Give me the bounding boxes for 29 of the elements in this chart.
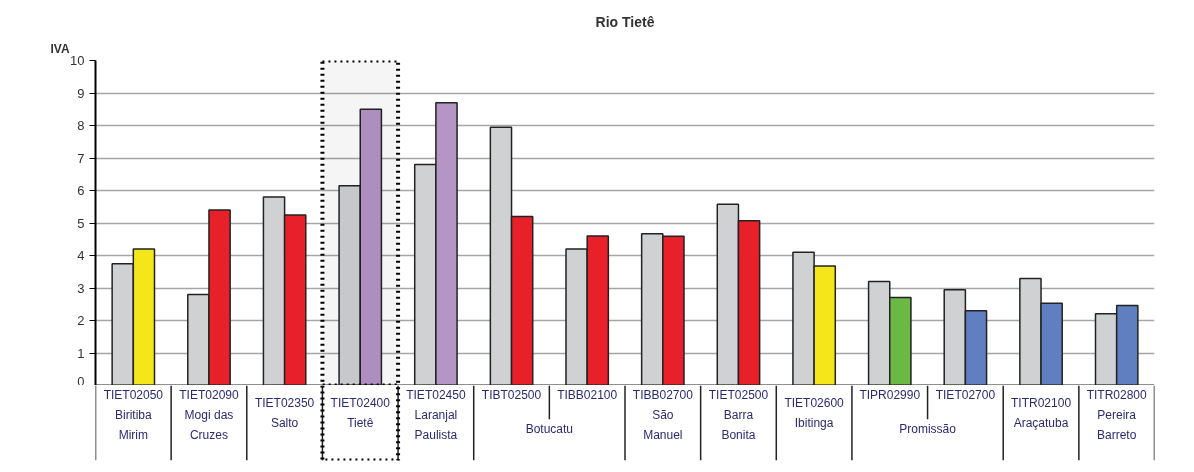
y-tick-label: 1 — [77, 345, 85, 361]
y-tick-label: 6 — [77, 183, 85, 198]
x-tick-label: TIET02350 Salto — [254, 396, 315, 431]
x-tick-label: TIBB02700 São Manuel — [632, 387, 694, 443]
x-tick-label: TIET02400 Tietê — [330, 396, 391, 431]
x-tick-label: TITR02800 Pereira Barreto — [1086, 387, 1148, 443]
text: Promissão — [899, 422, 957, 436]
y-tick-label: 9 — [77, 85, 85, 101]
y-tick-label: 2 — [77, 313, 85, 328]
x-tick-label: TIET02700 — [935, 387, 996, 402]
x-tick-label: TITR02100 Araçatuba — [1011, 396, 1072, 431]
chart-title: Rio Tietê — [595, 13, 655, 30]
x-tick-label: TIET02450 Laranjal Paulista — [406, 387, 466, 443]
y-tick-label: 8 — [77, 118, 85, 133]
x-tick-label: TIET02500 Barra Bonita — [708, 387, 769, 443]
x-tick-label: TIET02050 Biritiba Mirim — [103, 387, 164, 443]
x-tick-label: TIBB02100 — [557, 387, 618, 402]
x-tick-label: TIPR02990 — [859, 387, 921, 402]
text: Botucatu — [525, 422, 574, 436]
y-tick-label: 5 — [77, 215, 85, 231]
y-tick-label: 7 — [77, 150, 85, 166]
x-tick-label: TIET02600 Ibitinga — [784, 396, 845, 431]
y-axis-title: IVA — [50, 41, 70, 56]
x-tick-label: TIET02090 Mogi das Cruzes — [179, 387, 239, 443]
y-tick-label: 0 — [77, 373, 85, 389]
y-tick-label: 10 — [70, 53, 85, 68]
x-tick-label: TIBT02500 — [481, 387, 542, 402]
y-tick-label: 3 — [77, 280, 85, 296]
y-tick-label: 4 — [77, 248, 85, 263]
